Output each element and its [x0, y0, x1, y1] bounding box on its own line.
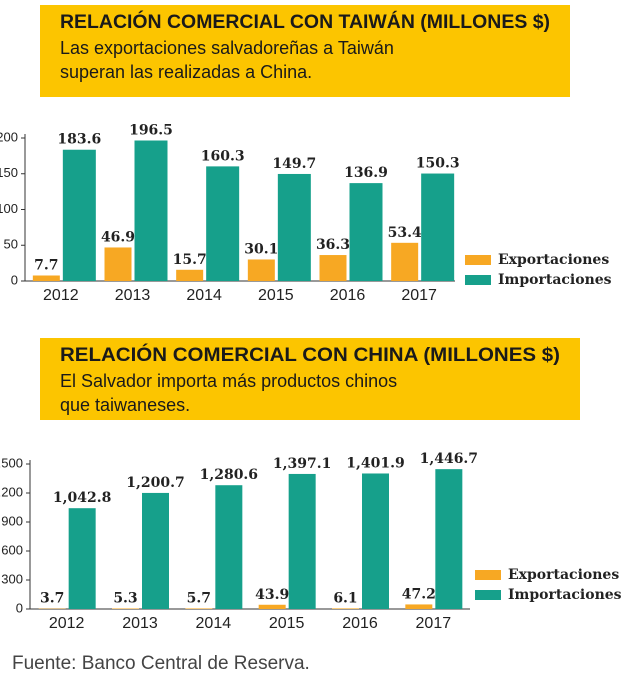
legend-label: Importaciones	[508, 587, 622, 603]
bar	[435, 469, 463, 609]
bar	[185, 608, 213, 609]
bar	[277, 173, 311, 281]
y-tick-label: 100	[0, 201, 18, 216]
legend-swatch	[465, 255, 491, 265]
x-tick-label: 2017	[416, 615, 452, 632]
bar	[206, 166, 240, 281]
bar	[405, 604, 433, 609]
bar	[319, 255, 347, 281]
value-label: 5.7	[187, 590, 211, 606]
value-label: 7.7	[34, 257, 58, 273]
value-label: 160.3	[201, 148, 245, 164]
x-tick-label: 2015	[269, 615, 305, 632]
y-tick-label: 200	[0, 129, 18, 144]
value-label: 36.3	[316, 237, 350, 253]
value-label: 1,280.6	[200, 467, 258, 483]
x-tick-label: 2016	[330, 287, 366, 304]
value-label: 6.1	[333, 590, 357, 606]
bar	[247, 259, 275, 281]
y-tick-label: 300	[1, 571, 23, 586]
chart-subtitle: superan las realizadas a China.	[60, 62, 312, 82]
y-tick-label: 1,500	[0, 455, 23, 470]
bar	[288, 473, 316, 609]
bar	[134, 140, 168, 281]
bar	[332, 608, 359, 609]
chart-subtitle: que taiwaneses.	[60, 395, 190, 415]
chart-title: RELACIÓN COMERCIAL CON TAIWÁN (MILLONES …	[60, 11, 550, 33]
x-tick-label: 2015	[258, 287, 294, 304]
bar	[258, 604, 286, 609]
value-label: 3.7	[40, 591, 64, 607]
bar	[421, 173, 455, 281]
chart-subtitle: Las exportaciones salvadoreñas a Taiwán	[60, 38, 394, 58]
x-tick-label: 2013	[122, 615, 158, 632]
value-label: 30.1	[244, 241, 278, 257]
title-box	[40, 338, 580, 420]
x-tick-label: 2017	[401, 287, 437, 304]
bar	[62, 149, 96, 281]
legend-label: Importaciones	[498, 272, 612, 288]
bar	[391, 242, 419, 281]
chart-title: RELACIÓN COMERCIAL CON CHINA (MILLONES $…	[60, 344, 560, 366]
x-tick-label: 2012	[43, 287, 79, 304]
legend-label: Exportaciones	[508, 567, 619, 583]
x-tick-label: 2012	[49, 615, 85, 632]
x-tick-label: 2014	[186, 287, 222, 304]
bar	[176, 269, 204, 281]
legend-swatch	[465, 275, 491, 285]
x-tick-label: 2014	[196, 615, 232, 632]
y-tick-label: 600	[1, 542, 23, 557]
x-tick-label: 2016	[342, 615, 378, 632]
y-tick-label: 900	[1, 513, 23, 528]
value-label: 1,042.8	[53, 490, 111, 506]
y-tick-label: 0	[16, 600, 23, 615]
value-label: 150.3	[416, 156, 460, 172]
value-label: 196.5	[129, 123, 173, 139]
bar	[112, 608, 139, 609]
title-box	[40, 5, 570, 97]
value-label: 1,397.1	[273, 456, 331, 472]
source: Fuente: Banco Central de Reserva.	[12, 653, 310, 674]
bar	[68, 508, 96, 609]
x-tick-label: 2013	[115, 287, 151, 304]
y-tick-label: 50	[4, 237, 18, 252]
value-label: 46.9	[101, 229, 135, 245]
y-tick-label: 150	[0, 165, 18, 180]
bar	[104, 247, 132, 281]
value-label: 183.6	[57, 132, 101, 148]
bar	[215, 485, 243, 609]
value-label: 1,401.9	[346, 455, 404, 471]
value-label: 47.2	[402, 586, 436, 602]
legend-label: Exportaciones	[498, 252, 609, 268]
y-tick-label: 1,200	[0, 484, 23, 499]
bar	[349, 183, 383, 281]
legend-swatch	[475, 590, 501, 600]
value-label: 149.7	[272, 156, 316, 172]
chart-subtitle: El Salvador importa más productos chinos	[60, 371, 397, 391]
legend-swatch	[475, 570, 501, 580]
bar	[32, 275, 60, 281]
value-label: 15.7	[173, 252, 207, 268]
bar	[142, 492, 169, 609]
value-label: 53.4	[388, 225, 422, 241]
y-tick-label: 0	[11, 272, 18, 287]
value-label: 43.9	[255, 587, 289, 603]
bar	[362, 473, 389, 609]
value-label: 136.9	[344, 165, 388, 181]
value-label: 1,200.7	[126, 475, 184, 491]
value-label: 1,446.7	[420, 451, 478, 467]
value-label: 5.3	[113, 590, 137, 606]
